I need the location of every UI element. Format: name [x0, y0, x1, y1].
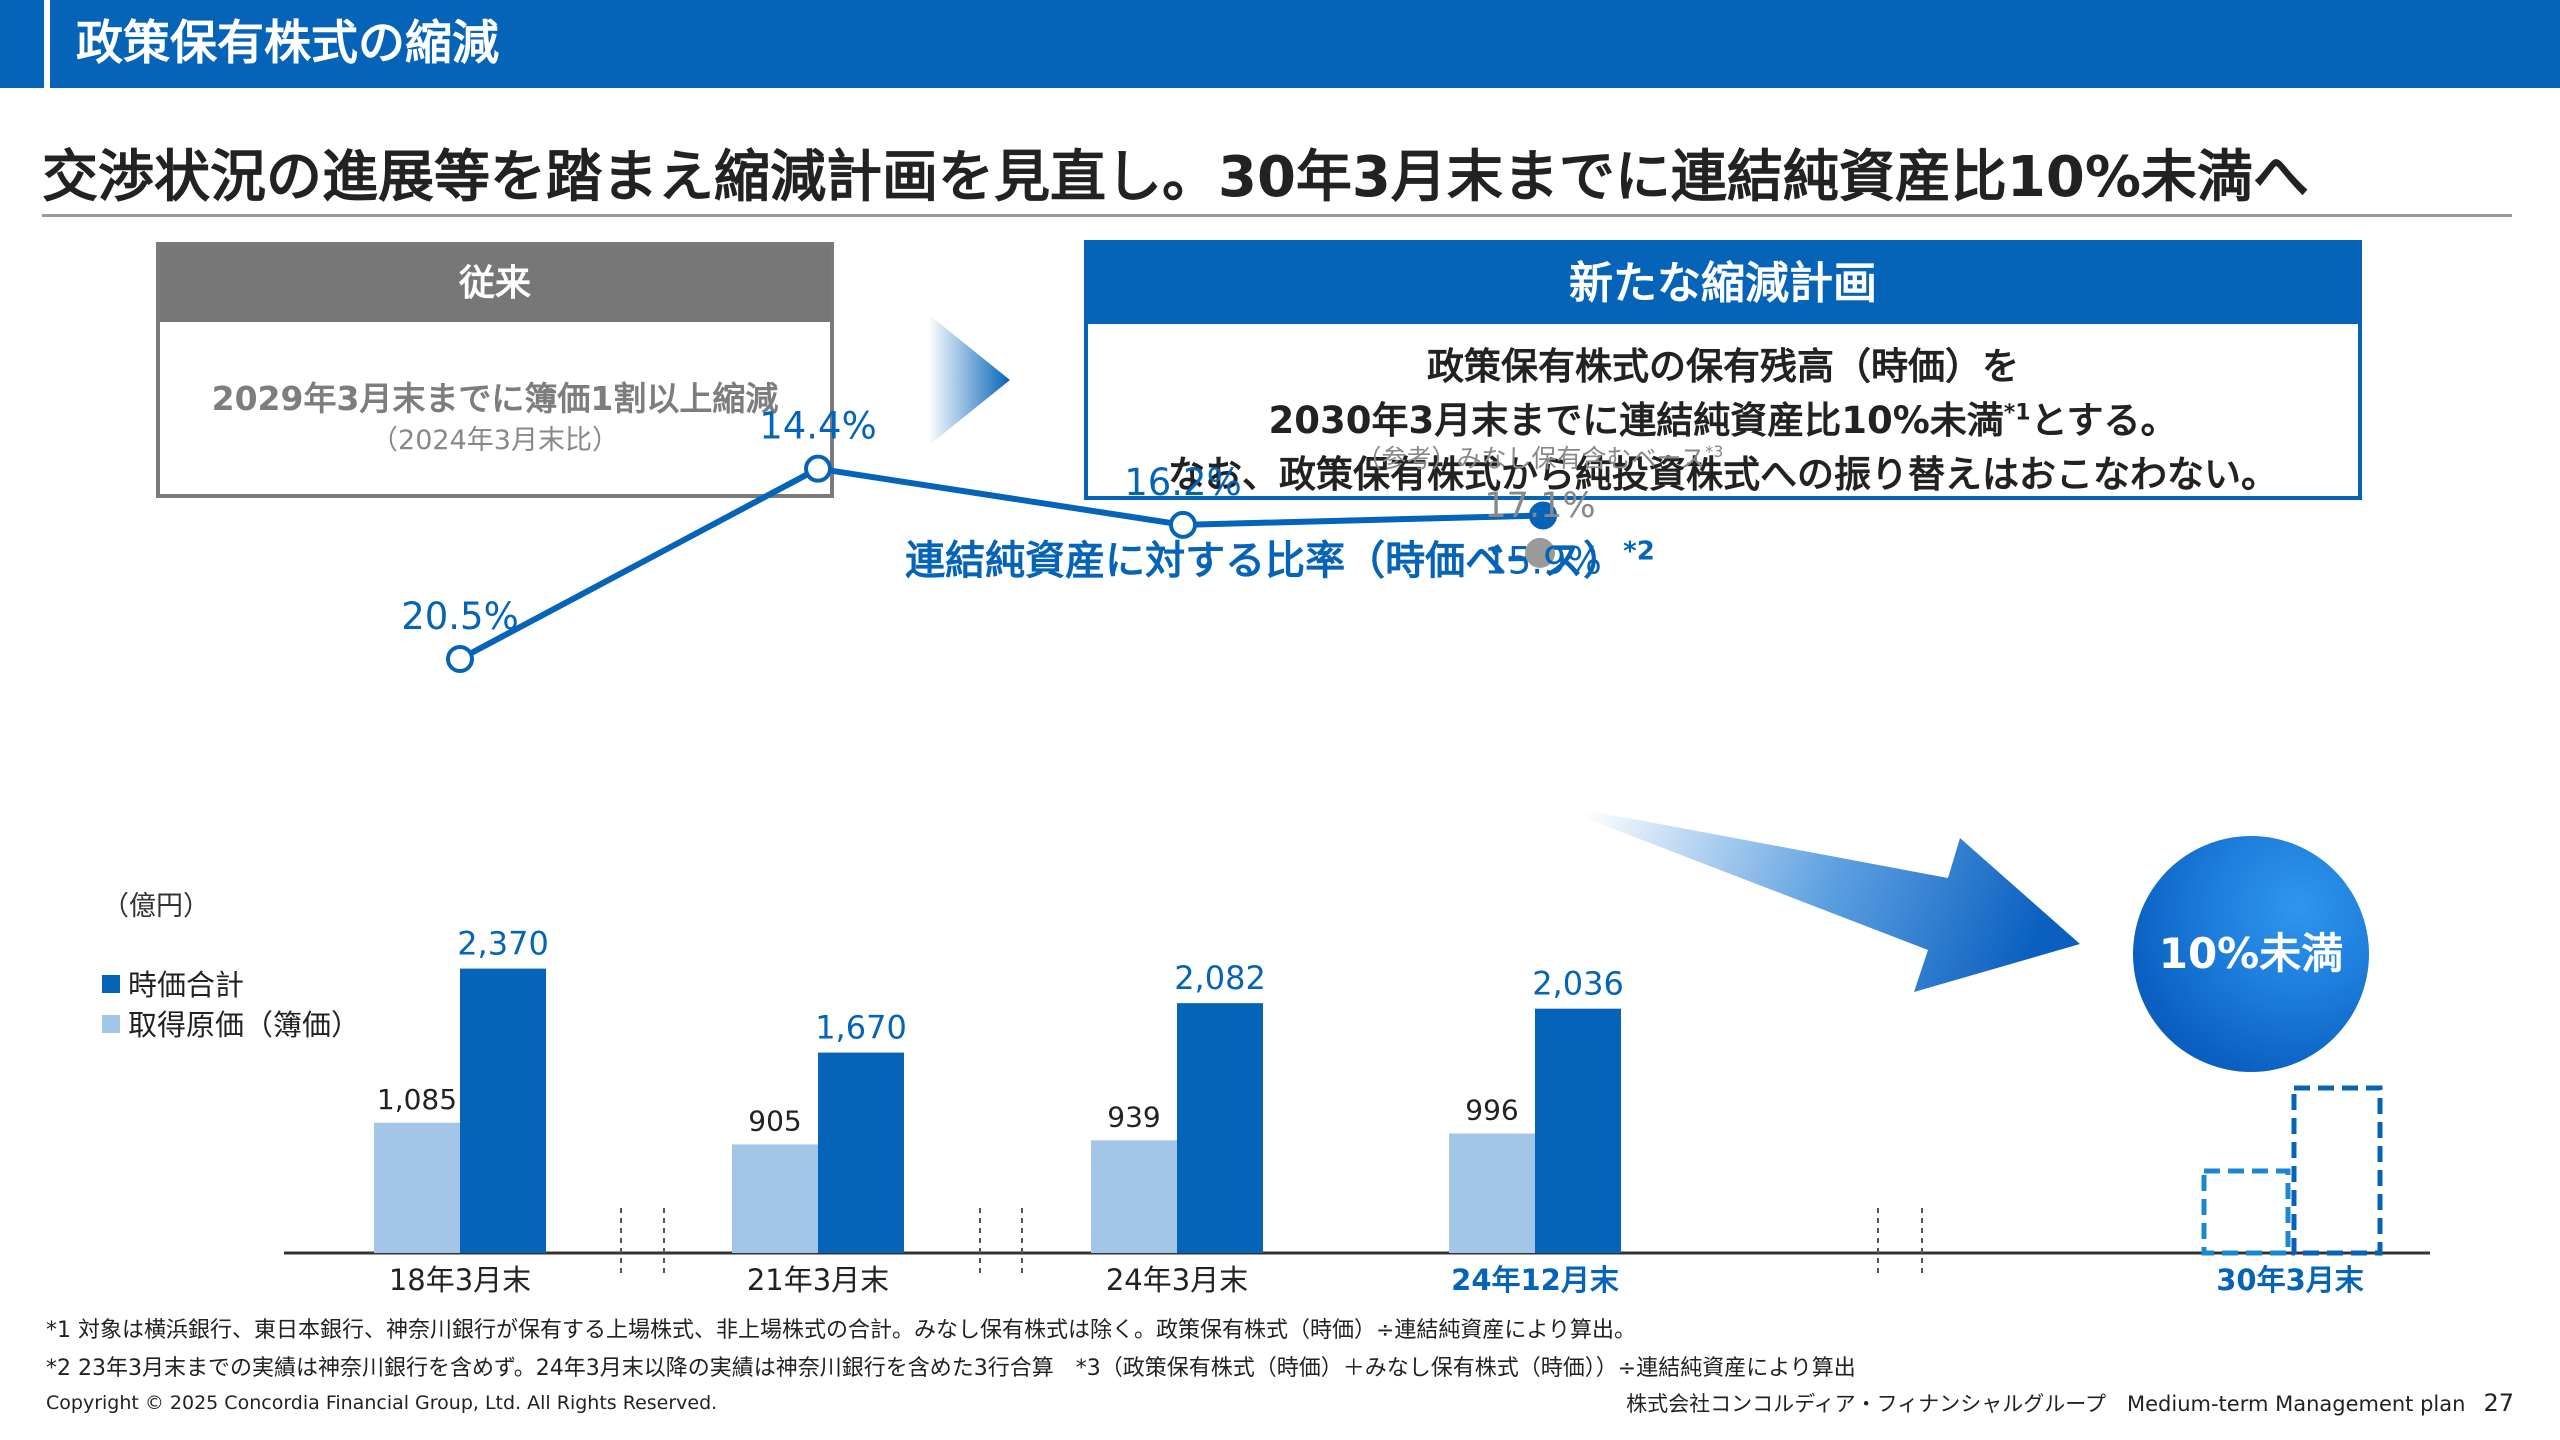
new-plan-line1: 政策保有株式の保有残高（時価）を — [1427, 345, 2019, 388]
new-plan-line2-main: 2030年3月末までに連結純資産比10%未満 — [1268, 399, 2004, 442]
ratio-point — [1529, 501, 1557, 530]
footer-right: 株式会社コンコルディア・フィナンシャルグループ Medium-term Mana… — [1626, 1388, 2514, 1418]
new-plan-line2: 2030年3月末までに連結純資産比10%未満*1とする。 — [1088, 390, 2358, 444]
page-number: 27 — [2483, 1389, 2514, 1417]
chart-title: 連結純資産に対する比率（時価ベース）*2 — [0, 528, 2560, 586]
legend-item-book-value: 取得原価（簿価） — [102, 1002, 360, 1044]
ratio-label: 15.9% — [1484, 539, 1602, 582]
ratio-point — [804, 454, 832, 483]
headline-divider — [42, 214, 2512, 217]
header-accent — [44, 0, 50, 88]
bar-book-value — [732, 1144, 818, 1253]
new-plan-label: 新たな縮減計画 — [1088, 244, 2358, 324]
new-plan-line3: なお、政策保有株式から純投資株式への振り替えはおこなわない。 — [1168, 453, 2278, 496]
legend-swatch-market — [102, 975, 120, 993]
bar-book-value — [1091, 1140, 1177, 1253]
company-name: 株式会社コンコルディア・フィナンシャルグループ Medium-term Mana… — [1626, 1392, 2466, 1416]
header-title: 政策保有株式の縮減 — [76, 16, 499, 71]
new-plan-line2-tail: とする。 — [2030, 399, 2178, 442]
bar-label-market: 2,082 — [1174, 959, 1266, 997]
chart-title-sup: *2 — [1623, 536, 1655, 567]
copyright: Copyright © 2025 Concordia Financial Gro… — [46, 1392, 718, 1414]
reference-value-label: 17.1% — [1484, 486, 1595, 526]
ratio-label: 16.2% — [1124, 461, 1242, 504]
ratio-label: 14.4% — [759, 405, 877, 448]
unit-label: （億円） — [102, 891, 210, 922]
chart-title-text: 連結純資産に対する比率（時価ベース） — [905, 538, 1624, 584]
ratio-point — [1169, 510, 1197, 539]
new-plan-box: 新たな縮減計画 政策保有株式の保有残高（時価）を 2030年3月末までに連結純資… — [1084, 240, 2362, 500]
footnote-2: *2 23年3月末までの実績は神奈川銀行を含めず。24年3月末以降の実績は神奈川… — [46, 1356, 1856, 1381]
bar-label-book: 1,085 — [377, 1083, 457, 1116]
old-plan-box: 従来 2029年3月末までに簿価1割以上縮減 （2024年3月末比） — [156, 242, 834, 498]
bar-label-market: 2,036 — [1532, 965, 1624, 1003]
x-tick-label: 21年3月末 — [747, 1263, 889, 1297]
x-tick-label: 24年3月末 — [1106, 1263, 1248, 1297]
legend-item-market-value: 時価合計 — [102, 962, 244, 1004]
ratio-line — [458, 465, 1544, 662]
target-trend-arrow-icon — [1585, 810, 2080, 992]
old-plan-note: （2024年3月末比） — [371, 425, 619, 456]
old-plan-label: 従来 — [160, 246, 830, 322]
reference-caption: （参考）みなし保有含むベース*3 — [1357, 442, 1724, 473]
footnote-1: *1 対象は横浜銀行、東日本銀行、神奈川銀行が保有する上場株式、非上場株式の合計… — [46, 1318, 1636, 1343]
bar-market-value — [460, 968, 546, 1253]
bar-market-value — [1535, 1008, 1621, 1253]
reference-caption-sup: *3 — [1705, 442, 1723, 461]
transition-arrow-icon — [928, 314, 1010, 446]
x-tick-label: 30年3月末 — [2216, 1263, 2364, 1297]
bar-market-value-projected — [2291, 1085, 2383, 1256]
old-plan-text: 2029年3月末までに簿価1割以上縮減 — [211, 379, 779, 418]
headline: 交渉状況の進展等を踏まえ縮減計画を見直し。30年3月末までに連結純資産比10%未… — [42, 145, 2309, 210]
bar-book-value — [374, 1122, 460, 1253]
bar-label-market: 1,670 — [815, 1009, 907, 1047]
bar-label-book: 996 — [1465, 1093, 1518, 1126]
bar-book-value-projected — [2201, 1168, 2291, 1256]
legend-label-book: 取得原価（簿価） — [128, 1008, 361, 1042]
ratio-point — [446, 645, 474, 673]
bar-label-market: 2,370 — [457, 925, 549, 963]
legend-label-market: 時価合計 — [128, 968, 245, 1002]
bar-label-book: 939 — [1107, 1100, 1160, 1133]
bar-market-value — [818, 1052, 904, 1253]
x-tick-label: 18年3月末 — [389, 1263, 531, 1297]
header-bar: 政策保有株式の縮減 — [0, 0, 2560, 88]
target-bubble: 10%未満 — [2133, 836, 2369, 1072]
footnote-ref-1: *1 — [2003, 400, 2031, 426]
x-tick-label: 24年12月末 — [1451, 1263, 1619, 1297]
bar-label-book: 905 — [748, 1104, 801, 1137]
bar-book-value — [1449, 1133, 1535, 1253]
ratio-label: 20.5% — [401, 595, 519, 638]
bar-market-value — [1177, 1003, 1263, 1253]
legend-swatch-book — [102, 1015, 120, 1033]
reference-point — [1525, 537, 1555, 568]
